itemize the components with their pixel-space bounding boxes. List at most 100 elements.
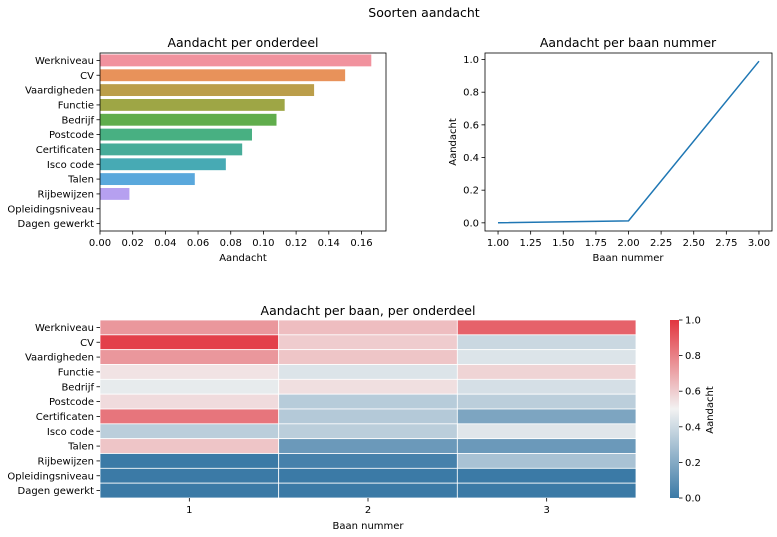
heatmap-cell	[278, 334, 458, 351]
y-tick-label: Functie	[58, 100, 94, 111]
heatmap-cell	[99, 364, 280, 380]
y-tick-label: CV	[80, 338, 94, 349]
x-tick-label: 2.75	[715, 238, 737, 249]
heatmap-cell	[99, 393, 280, 410]
x-tick-label: 2	[365, 505, 371, 516]
heatmap-cell	[278, 364, 458, 380]
heatmap-cell	[99, 453, 280, 469]
line-chart-title: Aandacht per baan nummer	[540, 35, 717, 50]
bar	[100, 158, 226, 171]
y-tick-label: 0.0	[463, 218, 479, 229]
plot-frame	[484, 52, 773, 232]
x-tick-label: 0.16	[350, 238, 372, 249]
heatmap-cell	[278, 349, 458, 365]
x-tick-label: 0.12	[285, 238, 307, 249]
heatmap-cell	[456, 378, 637, 395]
x-tick-label: 0.02	[122, 238, 144, 249]
bar	[100, 98, 285, 111]
colorbar-tick-label: 0.8	[685, 351, 701, 362]
x-tick-label: 0.06	[187, 238, 209, 249]
heatmap-cell	[456, 334, 637, 351]
bar	[100, 143, 243, 156]
heatmap-cell	[278, 482, 458, 499]
y-tick-label: Functie	[58, 367, 94, 378]
heatmap-cell	[278, 423, 458, 440]
y-tick-label: Isco code	[47, 427, 94, 438]
x-tick-label: 2.50	[683, 238, 705, 249]
bar-chart-xlabel: Aandacht	[219, 253, 267, 264]
plot-frame	[99, 52, 387, 232]
x-tick-label: 0.00	[89, 238, 111, 249]
heatmap-cell	[456, 364, 637, 380]
bar-chart-title: Aandacht per onderdeel	[167, 35, 318, 50]
y-tick-label: Werkniveau	[35, 56, 94, 67]
y-tick-label: Talen	[67, 175, 94, 186]
y-tick-label: Opleidingsniveau	[7, 204, 94, 215]
line-chart-xlabel: Baan nummer	[592, 253, 664, 264]
heatmap-cell	[278, 438, 458, 454]
bar	[100, 173, 195, 186]
y-tick-label: Certificaten	[36, 412, 94, 423]
colorbar-label: Aandacht	[705, 386, 716, 434]
heatmap-cell	[278, 393, 458, 410]
x-tick-label: 0.08	[220, 238, 242, 249]
heatmap-cell	[456, 423, 637, 440]
line-chart: Aandacht per baan nummer 1.00 1.25 1.50 1.7…	[448, 35, 773, 264]
y-tick-label: Vaardigheden	[25, 353, 94, 364]
colorbar-tick-label: 0.6	[685, 387, 701, 398]
bar	[100, 128, 252, 141]
heatmap-cell	[456, 408, 637, 425]
x-tick-label: 1.25	[520, 238, 542, 249]
x-tick-label: 0.14	[318, 238, 340, 249]
heatmap-cell	[99, 467, 280, 484]
heatmap-cell	[99, 408, 280, 425]
heatmap-cell	[278, 408, 458, 425]
bar	[100, 187, 130, 200]
colorbar-tick-label: 1.0	[685, 316, 701, 327]
y-tick-label: Opleidingsniveau	[7, 471, 94, 482]
y-tick-label: Isco code	[47, 160, 94, 171]
y-tick-label: 0.4	[463, 153, 479, 164]
y-tick-label: Rijbewijzen	[38, 189, 94, 200]
y-tick-label: Postcode	[49, 397, 94, 408]
heatmap-cell	[278, 378, 458, 395]
y-tick-label: Postcode	[49, 130, 94, 141]
heatmap-cell	[278, 319, 458, 336]
heatmap-cell	[456, 319, 637, 336]
x-tick-label: 0.04	[154, 238, 176, 249]
heatmap-cell	[99, 334, 280, 351]
figure-title: Soorten aandacht	[368, 5, 479, 20]
colorbar-tick-label: 0.4	[685, 422, 701, 433]
y-tick-label: Vaardigheden	[25, 86, 94, 97]
y-tick-label: 0.2	[463, 186, 479, 197]
heatmap-cell	[456, 467, 637, 484]
y-tick-label: Certificaten	[36, 145, 94, 156]
x-tick-label: 0.10	[252, 238, 274, 249]
heatmap-xlabel: Baan nummer	[332, 521, 404, 532]
y-tick-label: Bedrijf	[61, 382, 94, 393]
heatmap-cell	[99, 378, 280, 395]
y-tick-label: CV	[80, 71, 94, 82]
x-tick-label: 1.75	[585, 238, 607, 249]
bar-chart: Aandacht per onderdeel Werkniveau CV Vaard…	[7, 35, 387, 264]
line-series	[497, 60, 760, 224]
heatmap-cell	[456, 453, 637, 469]
heatmap-cell	[99, 319, 280, 336]
x-tick-label: 3.00	[748, 238, 770, 249]
line-chart-ylabel: Aandacht	[448, 118, 459, 166]
bar	[100, 54, 372, 67]
heatmap-cell	[99, 438, 280, 454]
heatmap-cell	[99, 423, 280, 440]
heatmap-cell	[456, 349, 637, 365]
heatmap-cell	[278, 453, 458, 469]
heatmap-cell	[456, 393, 637, 410]
x-tick-label: 2.00	[617, 238, 639, 249]
bar	[100, 113, 277, 126]
bar	[100, 69, 346, 82]
heatmap-chart: Aandacht per baan, per onderdeel Werkniv…	[7, 303, 716, 532]
y-tick-label: 1.0	[463, 55, 479, 66]
bar	[100, 84, 315, 97]
y-tick-label: Dagen gewerkt	[18, 486, 95, 497]
y-tick-label: Talen	[67, 442, 94, 453]
